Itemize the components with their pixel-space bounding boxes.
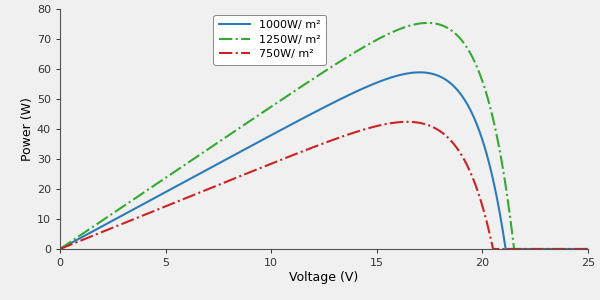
Legend: 1000W/ m², 1250W/ m², 750W/ m²: 1000W/ m², 1250W/ m², 750W/ m² [214,15,326,64]
1000W/ m² [416,70,423,74]
1000W/ m² [584,247,592,251]
1000W/ m² [517,247,524,251]
750W/ m² [517,247,524,251]
1000W/ m² [56,247,64,251]
1250W/ m² [259,111,266,114]
1000W/ m² [116,215,124,218]
750W/ m² [584,247,592,251]
Y-axis label: Power (W): Power (W) [21,97,34,161]
750W/ m² [148,210,155,214]
1250W/ m² [517,247,524,251]
Line: 1250W/ m²: 1250W/ m² [60,23,588,249]
1250W/ m² [148,185,155,189]
750W/ m² [574,247,581,251]
1250W/ m² [282,95,289,99]
1000W/ m² [259,138,266,142]
750W/ m² [116,223,124,226]
1250W/ m² [584,247,592,251]
X-axis label: Voltage (V): Voltage (V) [289,271,359,284]
Line: 1000W/ m²: 1000W/ m² [60,72,588,249]
750W/ m² [282,156,289,160]
750W/ m² [259,165,266,169]
1000W/ m² [148,198,155,201]
1000W/ m² [574,247,581,251]
1250W/ m² [116,207,124,210]
1250W/ m² [56,247,64,251]
1250W/ m² [424,21,431,25]
1250W/ m² [574,247,581,251]
750W/ m² [56,247,64,251]
Line: 750W/ m²: 750W/ m² [60,122,588,249]
750W/ m² [404,120,411,124]
1000W/ m² [282,126,289,129]
